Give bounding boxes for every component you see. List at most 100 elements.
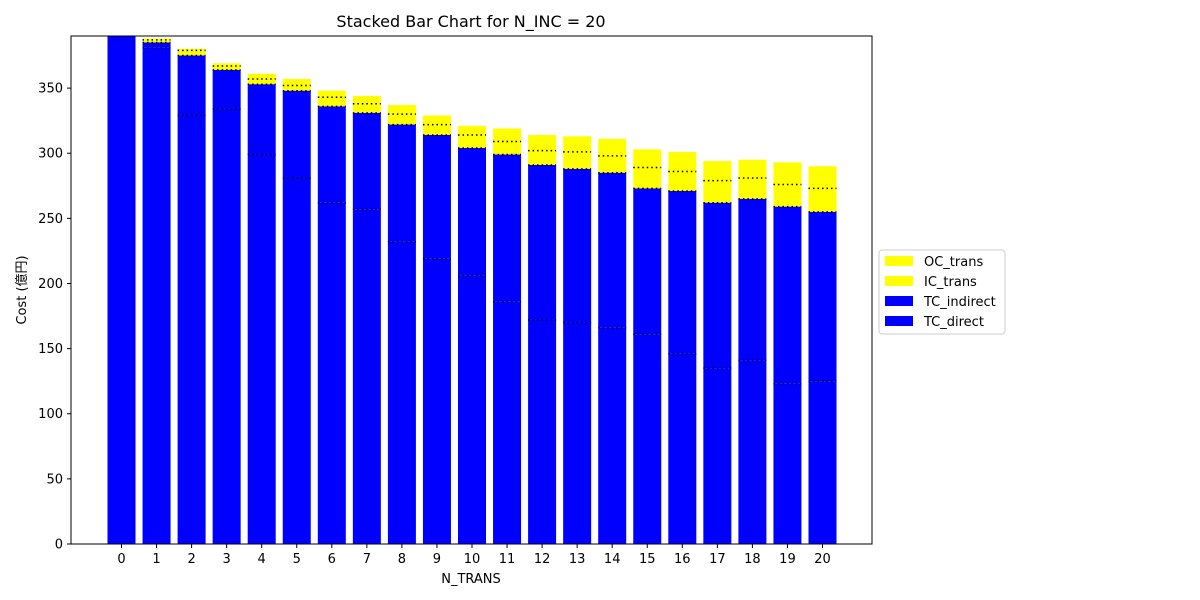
bar-OC_trans-11: [493, 128, 522, 142]
bar-TC_direct-18: [738, 360, 767, 544]
x-tick-label-8: 8: [398, 552, 406, 567]
y-tick-label-50: 50: [46, 472, 63, 487]
bar-OC_trans-19: [773, 162, 802, 185]
x-tick-label-20: 20: [814, 552, 831, 567]
y-axis-label: Cost (億円): [14, 255, 30, 324]
bar-OC_trans-5: [282, 78, 311, 86]
bar-TC_indirect-5: [282, 90, 311, 178]
bar-TC_direct-4: [247, 154, 276, 545]
bar-OC_trans-8: [387, 105, 416, 115]
bar-IC_trans-10: [458, 134, 486, 149]
bar-TC_indirect-2: [177, 55, 206, 116]
x-tick-label-11: 11: [499, 552, 516, 567]
bar-TC_direct-17: [703, 368, 732, 544]
bar-IC_trans-8: [387, 114, 416, 125]
bar-OC_trans-17: [703, 161, 732, 181]
x-tick-label-14: 14: [604, 552, 621, 567]
x-tick-label-3: 3: [223, 552, 231, 567]
bar-IC_trans-16: [668, 171, 697, 192]
bar-TC_indirect-14: [598, 172, 627, 328]
bar-IC_trans-14: [598, 155, 627, 173]
bar-TC_indirect-20: [808, 211, 837, 382]
bars-group: [107, 36, 837, 545]
bar-IC_trans-13: [563, 151, 592, 169]
x-tick-label-13: 13: [569, 552, 586, 567]
bar-OC_trans-4: [247, 73, 276, 79]
bar-TC_direct-0: [107, 36, 136, 544]
x-tick-label-17: 17: [709, 552, 726, 567]
y-tick-label-0: 0: [55, 538, 63, 553]
x-tick-label-16: 16: [674, 552, 691, 567]
bar-TC_direct-7: [352, 209, 381, 544]
x-tick-label-10: 10: [464, 552, 481, 567]
legend-swatch-TC_direct: [885, 316, 913, 326]
x-tick-label-18: 18: [744, 552, 761, 567]
bar-TC_indirect-19: [773, 206, 802, 384]
bar-TC_indirect-12: [528, 164, 557, 320]
bar-IC_trans-9: [422, 124, 451, 135]
legend-swatch-TC_indirect: [885, 296, 913, 306]
x-tick-label-6: 6: [328, 552, 336, 567]
legend-label-IC_trans: IC_trans: [924, 275, 977, 290]
y-tick-label-300: 300: [38, 147, 63, 162]
bar-OC_trans-13: [563, 136, 592, 152]
x-tick-label-7: 7: [363, 552, 371, 567]
bar-TC_indirect-7: [352, 112, 381, 210]
y-tick-label-150: 150: [38, 342, 63, 357]
bar-TC_direct-5: [282, 177, 311, 544]
x-tick-label-9: 9: [433, 552, 441, 567]
x-axis-label: N_TRANS: [441, 572, 501, 587]
legend-swatch-IC_trans: [885, 276, 913, 286]
legend-box: [878, 249, 1006, 335]
bar-TC_indirect-13: [563, 168, 592, 323]
bar-TC_direct-12: [528, 319, 557, 544]
bar-TC_indirect-8: [387, 124, 416, 242]
bar-TC_indirect-6: [317, 106, 346, 203]
bar-OC_trans-14: [598, 138, 627, 156]
legend-label-TC_indirect: TC_indirect: [923, 295, 996, 310]
bar-OC_trans-3: [212, 63, 241, 66]
legend: OC_trans IC_trans TC_indirect TC_direct: [878, 249, 1006, 335]
bar-IC_trans-11: [493, 141, 522, 155]
bar-OC_trans-9: [422, 115, 451, 125]
bar-IC_trans-17: [703, 180, 732, 203]
bar-TC_indirect-16: [668, 191, 697, 354]
x-tick-label-12: 12: [534, 552, 551, 567]
bar-TC_direct-15: [633, 334, 662, 544]
bar-TC_direct-10: [458, 275, 486, 544]
bar-TC_direct-11: [493, 301, 522, 544]
x-tick-label-15: 15: [639, 552, 656, 567]
bar-IC_trans-5: [282, 85, 311, 91]
bar-IC_trans-1: [142, 39, 171, 43]
x-tick-label-1: 1: [152, 552, 160, 567]
bar-IC_trans-2: [177, 50, 206, 56]
bar-TC_indirect-15: [633, 188, 662, 335]
legend-label-TC_direct: TC_direct: [923, 315, 984, 330]
x-axis: 0 1 2 3 4 5 6 7 8 9 10 11 12 13 14 15 16 17 18 19 20: [117, 544, 831, 567]
bar-TC_indirect-1: [142, 42, 171, 48]
bar-OC_trans-7: [352, 95, 381, 104]
bar-OC_trans-6: [317, 90, 346, 98]
legend-label-OC_trans: OC_trans: [924, 255, 983, 270]
bar-TC_indirect-11: [493, 154, 522, 302]
bar-TC_direct-8: [387, 241, 416, 545]
bar-TC_indirect-9: [422, 134, 451, 259]
bar-TC_indirect-10: [458, 148, 486, 276]
bar-TC_direct-3: [212, 108, 241, 544]
x-tick-label-19: 19: [779, 552, 796, 567]
bar-IC_trans-20: [808, 188, 837, 212]
bar-IC_trans-15: [633, 167, 662, 189]
bar-TC_indirect-4: [247, 84, 276, 155]
bar-OC_trans-15: [633, 149, 662, 168]
bar-IC_trans-4: [247, 78, 276, 85]
bar-OC_trans-20: [808, 166, 837, 189]
y-tick-label-200: 200: [38, 277, 63, 292]
bar-IC_trans-6: [317, 97, 346, 107]
bar-TC_indirect-18: [738, 198, 767, 361]
bar-OC_trans-10: [458, 125, 486, 135]
y-tick-label-100: 100: [38, 407, 63, 422]
bar-TC_direct-16: [668, 353, 697, 544]
x-tick-label-4: 4: [258, 552, 266, 567]
bar-IC_trans-19: [773, 184, 802, 207]
